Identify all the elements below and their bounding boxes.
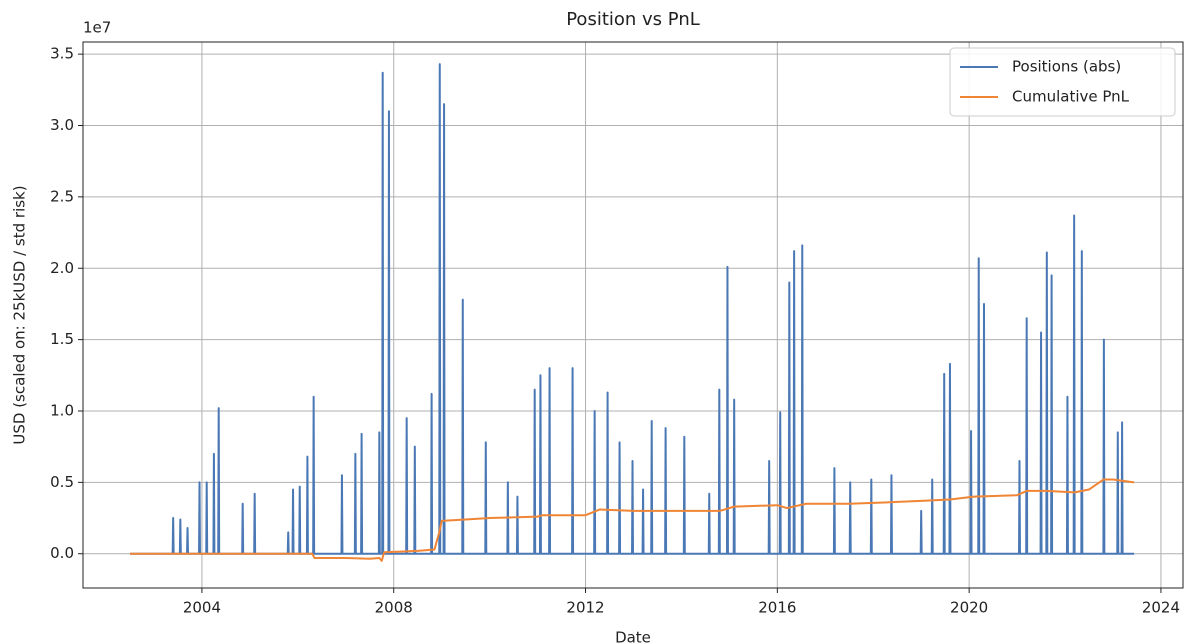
y-tick-label: 0.0: [50, 544, 74, 562]
x-tick-label: 2020: [950, 599, 988, 617]
y-tick-label: 1.0: [50, 401, 74, 419]
y-tick-label: 3.0: [50, 116, 74, 134]
x-tick-label: 2012: [566, 599, 604, 617]
chart-title: Position vs PnL: [566, 9, 700, 30]
y-tick-label: 2.5: [50, 187, 74, 205]
y-tick-label: 3.5: [50, 45, 74, 63]
x-tick-label: 2008: [375, 599, 413, 617]
legend-label: Cumulative PnL: [1012, 88, 1130, 106]
y-tick-label: 1.5: [50, 330, 74, 348]
x-axis-label: Date: [615, 629, 651, 644]
y-axis-label: USD (scaled on: 25kUSD / std risk): [11, 185, 29, 444]
series-line: [129, 63, 1135, 555]
series-line: [129, 478, 1135, 562]
legend-label: Positions (abs): [1012, 58, 1121, 76]
plot-frame: [82, 41, 1184, 589]
y-tick-label: 0.5: [50, 473, 74, 491]
legend-box: [949, 47, 1176, 117]
y-tick-label: 2.0: [50, 259, 74, 277]
x-tick-label: 2024: [1142, 599, 1180, 617]
x-tick-label: 2016: [758, 599, 796, 617]
x-tick-label: 2004: [183, 599, 221, 617]
offset-text: 1e7: [83, 19, 111, 37]
